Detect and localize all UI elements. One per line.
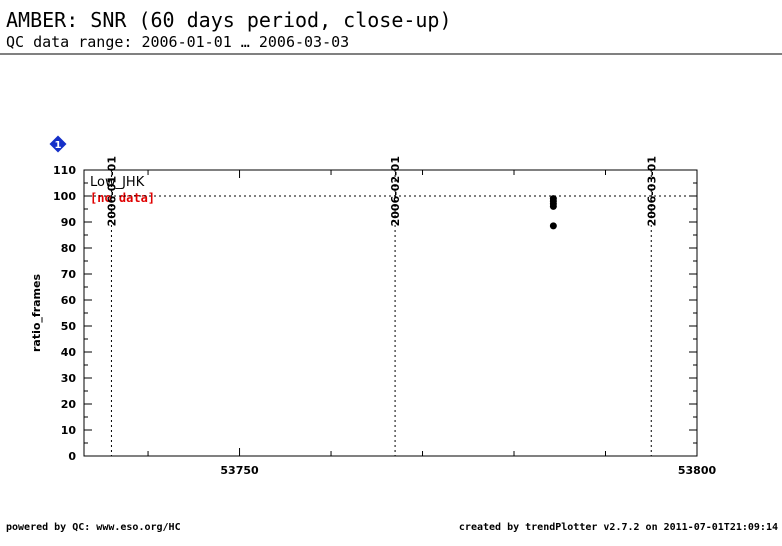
chart-subtitle: QC data range: 2006-01-01 … 2006-03-03 [6, 33, 349, 51]
legend-label: Low_JHK [90, 175, 145, 190]
y-tick-label: 50 [61, 320, 77, 333]
data-point [549, 222, 557, 230]
x-tick-label: 53800 [678, 464, 717, 477]
x-tick-label: 53750 [220, 464, 259, 477]
y-tick-label: 20 [61, 398, 77, 411]
y-tick-label: 10 [61, 424, 77, 437]
date-marker-label: 2006-02-01 [389, 156, 402, 226]
y-tick-label: 110 [53, 164, 76, 177]
y-tick-label: 0 [68, 450, 76, 463]
y-tick-label: 90 [61, 216, 77, 229]
chart-title: AMBER: SNR (60 days period, close-up) [6, 8, 452, 32]
y-tick-label: 40 [61, 346, 77, 359]
badge: 1 [49, 135, 67, 153]
y-tick-label: 70 [61, 268, 77, 281]
date-marker-label: 2006-01-01 [105, 156, 118, 226]
legend-note: [no data] [90, 191, 155, 205]
badge-label: 1 [55, 140, 62, 151]
y-tick-label: 80 [61, 242, 77, 255]
footer-left: powered by QC: www.eso.org/HC [6, 522, 181, 533]
footer-right: created by trendPlotter v2.7.2 on 2011-0… [459, 522, 778, 533]
y-tick-label: 100 [53, 190, 76, 203]
date-marker-label: 2006-03-01 [645, 156, 658, 226]
data-point [549, 202, 557, 210]
y-axis-label: ratio_frames [30, 274, 43, 352]
y-tick-label: 60 [61, 294, 77, 307]
y-tick-label: 30 [61, 372, 77, 385]
